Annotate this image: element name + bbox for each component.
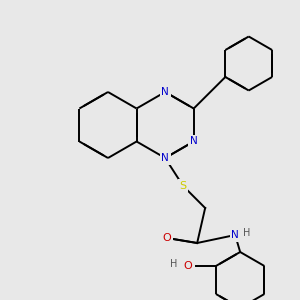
- Text: H: H: [170, 259, 178, 269]
- Text: O: O: [184, 261, 192, 271]
- Text: N: N: [231, 230, 239, 240]
- Text: H: H: [244, 228, 251, 238]
- Text: O: O: [163, 233, 172, 243]
- Text: S: S: [180, 181, 187, 191]
- Text: N: N: [190, 136, 198, 146]
- Text: N: N: [161, 87, 169, 97]
- Text: N: N: [161, 153, 169, 163]
- Text: N: N: [161, 87, 169, 97]
